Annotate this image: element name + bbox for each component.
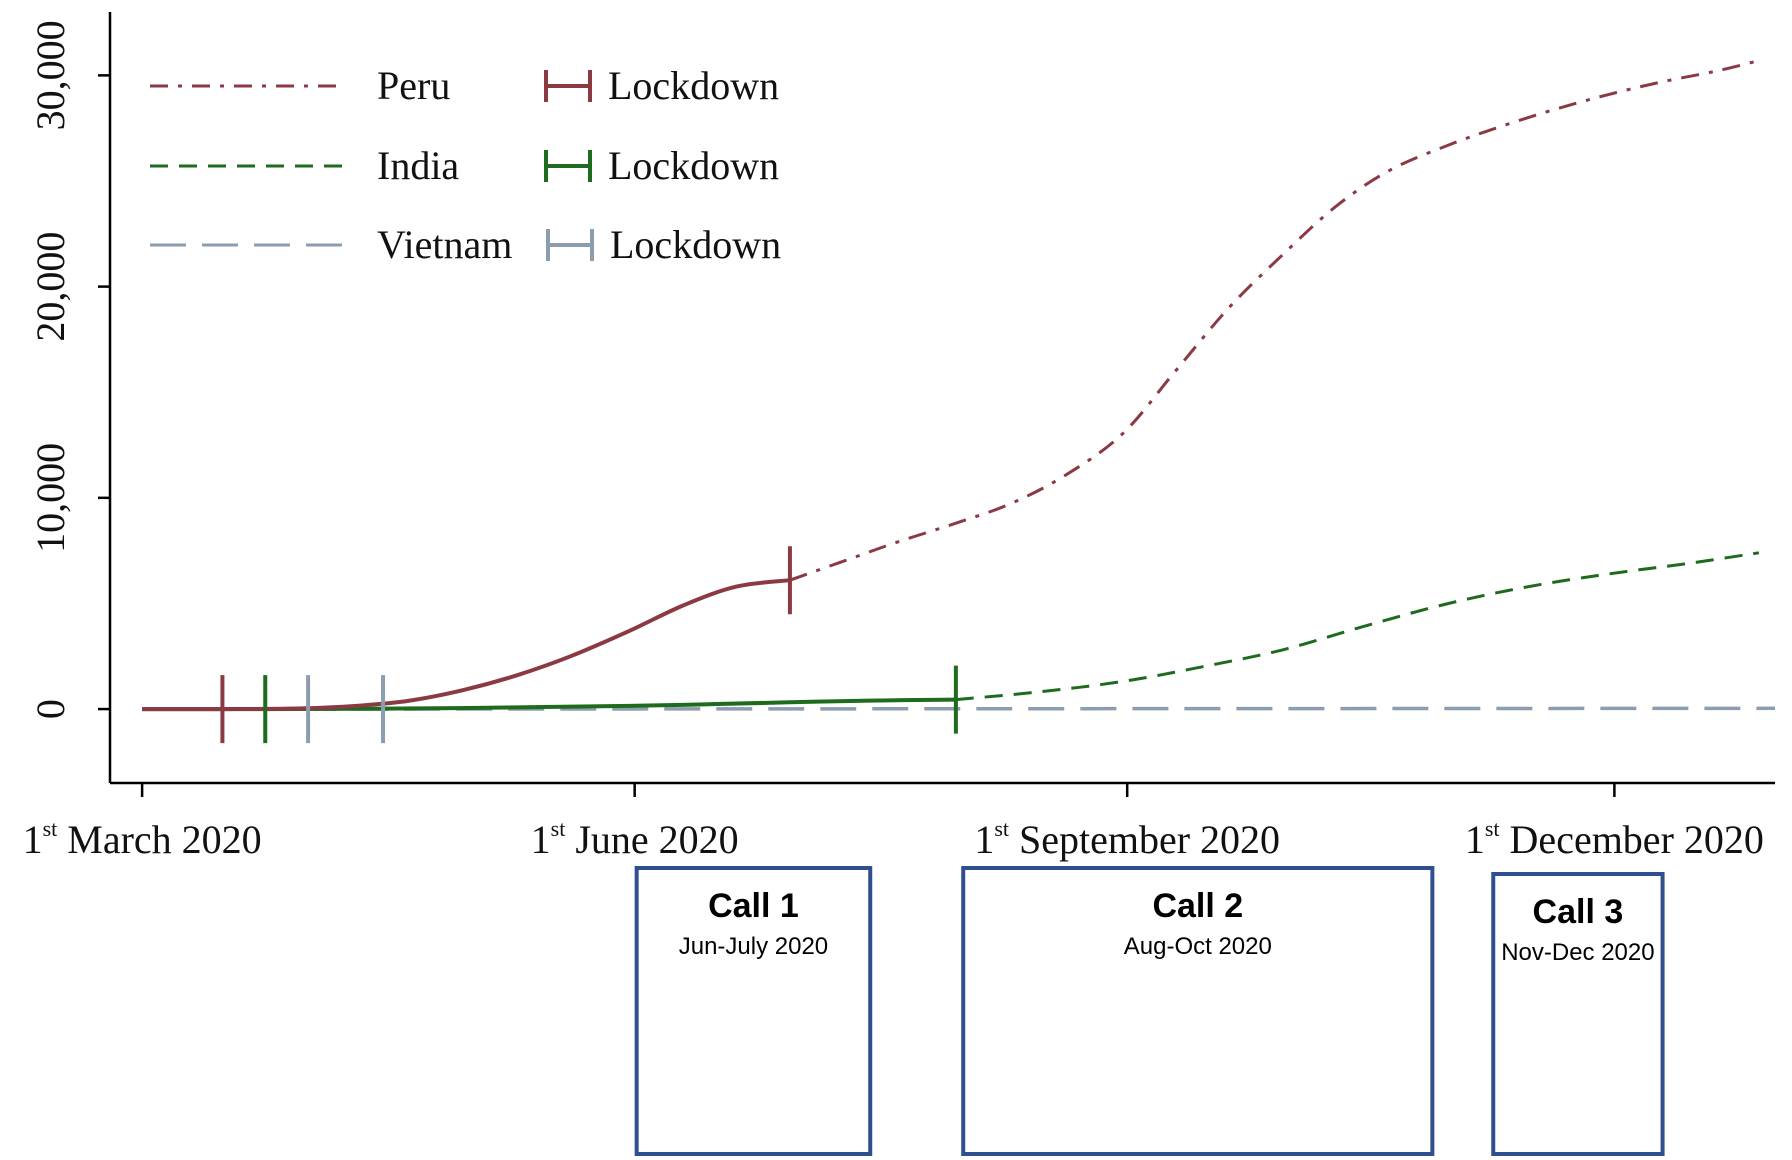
- call-box-title: Call 1: [708, 887, 799, 925]
- call-box-frame: [961, 866, 1435, 1156]
- x-tick-label: 1st March 2020: [23, 816, 262, 862]
- call-box-2: Call 2 Aug-Oct 2020: [961, 866, 1435, 1156]
- legend-lockdown-icon: [546, 229, 594, 261]
- legend-lockdown-icon: [544, 150, 592, 182]
- legend-lockdown-label: Lockdown: [608, 143, 779, 188]
- y-tick-label: 20,000: [28, 232, 73, 342]
- y-tick-label: 0: [28, 699, 73, 719]
- call-box-subtitle: Nov-Dec 2020: [1501, 939, 1654, 966]
- call-box-3: Call 3 Nov-Dec 2020: [1491, 872, 1665, 1156]
- series-line-dashed: [789, 59, 1760, 582]
- series-peru: [142, 59, 1760, 712]
- legend-lockdown-icon: [544, 70, 592, 102]
- legend-label-india: India: [377, 143, 459, 188]
- legend-label-vietnam: Vietnam: [377, 222, 512, 267]
- axes: [108, 12, 1775, 785]
- lockdown-markers: [220, 546, 958, 744]
- y-tick-label: 30,000: [28, 20, 73, 130]
- legend-lockdown-label: Lockdown: [608, 63, 779, 108]
- call-box-frame: [1491, 872, 1665, 1156]
- y-ticks: 0 10,000 20,000 30,000: [28, 20, 110, 719]
- legend: Peru Lockdown India Lockdown Vietnam Lockdown: [150, 63, 781, 267]
- call-box-1: Call 1 Jun-July 2020: [634, 866, 873, 1156]
- call-box-subtitle: Aug-Oct 2020: [1124, 933, 1272, 960]
- series-line-dashed: [955, 551, 1760, 702]
- series-layer: [142, 59, 1776, 712]
- series-line-solid: [142, 578, 791, 712]
- call-box-title: Call 3: [1533, 893, 1624, 931]
- x-ticks: 1st March 2020 1st June 2020 1st September…: [23, 783, 1764, 862]
- x-tick-label: 1st June 2020: [531, 816, 739, 862]
- y-tick-label: 10,000: [28, 443, 73, 553]
- call-box-frame: [634, 866, 873, 1156]
- call-box-title: Call 2: [1152, 887, 1243, 925]
- x-tick-label: 1st September 2020: [974, 816, 1280, 862]
- legend-lockdown-label: Lockdown: [610, 222, 781, 267]
- legend-label-peru: Peru: [377, 63, 450, 108]
- call-box-subtitle: Jun-July 2020: [679, 933, 828, 960]
- x-tick-label: 1st December 2020: [1465, 816, 1764, 862]
